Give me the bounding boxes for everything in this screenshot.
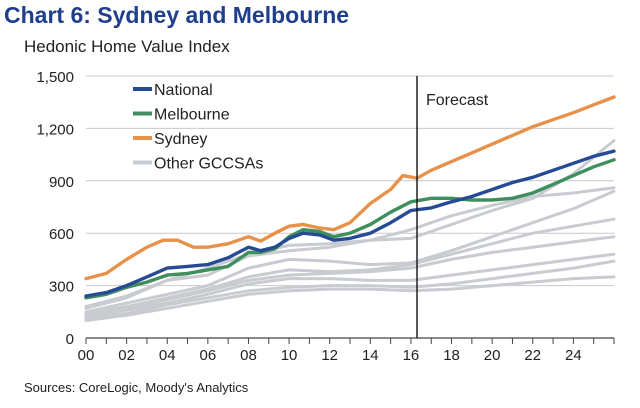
x-tick-label: 12 [321,347,338,364]
x-tick-label: 00 [78,347,95,364]
y-tick-label: 900 [49,174,74,191]
y-tick-label: 1,200 [36,121,74,138]
source-note: Sources: CoreLogic, Moody's Analytics [24,380,249,395]
forecast-marker: Forecast [416,76,489,338]
x-tick-label: 24 [565,347,582,364]
legend-label-national: National [154,82,213,99]
legend: National Melbourne Sydney Other GCCSAs [133,82,263,173]
series-line-other-gccsa [84,235,616,317]
series-line-sydney [84,95,616,281]
series-line-other-gccsa [84,217,616,315]
series-line-melbourne [84,158,616,300]
x-tick-label: 14 [362,347,379,364]
series-line-other-gccsa [84,252,616,319]
series-line-other-gccsa [84,275,616,322]
x-tick-label: 10 [281,347,298,364]
series-line-national [84,149,616,298]
chart-subtitle: Hedonic Home Value Index [24,37,230,56]
x-tick-label: 22 [524,347,541,364]
y-tick-label: 0 [66,331,74,348]
x-tick-label: 04 [159,347,176,364]
legend-label-sydney: Sydney [154,131,207,148]
legend-label-melbourne: Melbourne [154,107,230,124]
x-tick-label: 16 [403,347,420,364]
x-tick-label: 18 [443,347,460,364]
x-tick-label: 08 [240,347,257,364]
forecast-label: Forecast [426,92,489,109]
x-tick-label: 20 [484,347,501,364]
series-line-other-gccsa [84,259,616,321]
axes: 0 300 600 900 1,200 1,500 00 02 04 06 08 10 12 14 16 18… [36,69,615,364]
y-tick-label: 300 [49,279,74,296]
chart-title: Chart 6: Sydney and Melbourne [4,2,350,28]
x-tick-label: 06 [200,347,217,364]
series-line-other-gccsa [84,139,616,310]
series-line-other-gccsa [84,189,616,314]
legend-label-other-gccsas: Other GCCSAs [154,156,263,173]
x-tick-label: 02 [118,347,135,364]
y-tick-label: 600 [49,226,74,243]
series-lines [84,95,616,322]
y-tick-label: 1,500 [36,69,74,86]
